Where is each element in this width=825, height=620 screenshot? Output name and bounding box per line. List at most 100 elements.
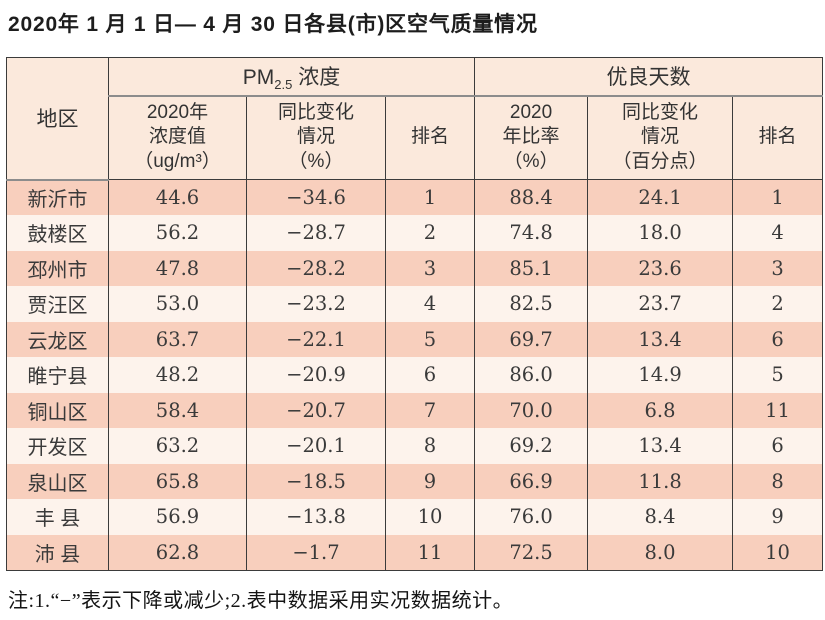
value-cell: 76.0 — [474, 499, 589, 535]
value-cell: 74.8 — [474, 215, 589, 251]
air-quality-table: 地区 PM2.5 浓度 优良天数 2020年 浓度值 （ug/m³） 同比变化 … — [6, 57, 824, 571]
value-cell: 4 — [732, 215, 824, 251]
pm25-label-subscript: 2.5 — [274, 76, 293, 92]
value-cell: −28.7 — [246, 215, 386, 251]
value-cell: 8 — [732, 463, 824, 499]
value-cell: −20.7 — [246, 392, 386, 428]
col-header-pm25-rank: 排名 — [384, 95, 476, 180]
pm25-label-suffix: 浓度 — [292, 65, 341, 89]
value-cell: 53.0 — [108, 286, 247, 322]
col-header-pm25-value: 2020年 浓度值 （ug/m³） — [108, 95, 247, 180]
good-days-group-header: 优良天数 — [474, 57, 824, 97]
value-cell: −18.5 — [246, 463, 386, 499]
value-cell: 8.0 — [587, 534, 734, 570]
value-cell: 63.7 — [108, 321, 247, 357]
table-row: 睢宁县 48.2 −20.9 6 86.0 14.9 5 — [6, 357, 824, 393]
value-cell: 11.8 — [587, 463, 734, 499]
value-cell: 85.1 — [474, 250, 589, 286]
region-cell: 邳州市 — [6, 250, 109, 286]
value-cell: 56.9 — [108, 499, 247, 535]
value-cell: −13.8 — [246, 499, 386, 535]
table-row: 开发区 63.2 −20.1 8 69.2 13.4 6 — [6, 428, 824, 464]
table-row: 铜山区 58.4 −20.7 7 70.0 6.8 11 — [6, 392, 824, 428]
value-cell: 10 — [384, 499, 476, 535]
value-cell: 2 — [384, 215, 476, 251]
value-cell: −20.1 — [246, 428, 386, 464]
region-cell: 开发区 — [6, 428, 109, 464]
table-row: 丰 县 56.9 −13.8 10 76.0 8.4 9 — [6, 499, 824, 535]
value-cell: 13.4 — [587, 428, 734, 464]
value-cell: 23.6 — [587, 250, 734, 286]
col-header-pm25-change: 同比变化 情况 （%） — [246, 95, 386, 180]
value-cell: −34.6 — [246, 179, 386, 215]
value-cell: 11 — [384, 534, 476, 570]
value-cell: 7 — [384, 392, 476, 428]
region-cell: 铜山区 — [6, 392, 109, 428]
value-cell: 72.5 — [474, 534, 589, 570]
value-cell: −20.9 — [246, 357, 386, 393]
region-cell: 泉山区 — [6, 463, 109, 499]
col-header-gooddays-rate: 2020 年比率 （%） — [474, 95, 589, 180]
table-header: 地区 PM2.5 浓度 优良天数 2020年 浓度值 （ug/m³） 同比变化 … — [6, 57, 824, 181]
region-column-header: 地区 — [6, 57, 109, 181]
value-cell: 2 — [732, 286, 824, 322]
value-cell: 69.2 — [474, 428, 589, 464]
value-cell: 10 — [732, 534, 824, 570]
table-row: 贾汪区 53.0 −23.2 4 82.5 23.7 2 — [6, 286, 824, 322]
table-row: 邳州市 47.8 −28.2 3 85.1 23.6 3 — [6, 250, 824, 286]
value-cell: 4 — [384, 286, 476, 322]
value-cell: 88.4 — [474, 179, 589, 215]
value-cell: 63.2 — [108, 428, 247, 464]
value-cell: 69.7 — [474, 321, 589, 357]
value-cell: 44.6 — [108, 179, 247, 215]
col-header-gooddays-change: 同比变化 情况 （百分点） — [587, 95, 734, 180]
value-cell: 9 — [732, 499, 824, 535]
value-cell: 6 — [732, 321, 824, 357]
page-title: 2020年 1 月 1 日— 4 月 30 日各县(市)区空气质量情况 — [8, 13, 538, 36]
region-cell: 沛 县 — [6, 534, 109, 570]
value-cell: −1.7 — [246, 534, 386, 570]
value-cell: −23.2 — [246, 286, 386, 322]
region-cell: 新沂市 — [6, 179, 109, 215]
pm25-label-prefix: PM — [242, 65, 275, 89]
value-cell: −22.1 — [246, 321, 386, 357]
value-cell: 70.0 — [474, 392, 589, 428]
value-cell: 14.9 — [587, 357, 734, 393]
value-cell: −28.2 — [246, 250, 386, 286]
table-row: 云龙区 63.7 −22.1 5 69.7 13.4 6 — [6, 321, 824, 357]
region-cell: 云龙区 — [6, 321, 109, 357]
value-cell: 58.4 — [108, 392, 247, 428]
value-cell: 8.4 — [587, 499, 734, 535]
col-header-gooddays-rank: 排名 — [732, 95, 824, 180]
value-cell: 47.8 — [108, 250, 247, 286]
value-cell: 3 — [384, 250, 476, 286]
value-cell: 9 — [384, 463, 476, 499]
value-cell: 13.4 — [587, 321, 734, 357]
value-cell: 5 — [384, 321, 476, 357]
value-cell: 3 — [732, 250, 824, 286]
value-cell: 1 — [384, 179, 476, 215]
value-cell: 6.8 — [587, 392, 734, 428]
region-cell: 丰 县 — [6, 499, 109, 535]
footnote: 注:1.“−”表示下降或减少;2.表中数据采用实况数据统计。 — [8, 590, 514, 612]
table-row: 泉山区 65.8 −18.5 9 66.9 11.8 8 — [6, 463, 824, 499]
value-cell: 24.1 — [587, 179, 734, 215]
table-row: 新沂市 44.6 −34.6 1 88.4 24.1 1 — [6, 179, 824, 215]
value-cell: 18.0 — [587, 215, 734, 251]
region-cell: 睢宁县 — [6, 357, 109, 393]
pm25-group-header: PM2.5 浓度 — [107, 57, 476, 97]
value-cell: 23.7 — [587, 286, 734, 322]
value-cell: 11 — [732, 392, 824, 428]
region-cell: 鼓楼区 — [6, 215, 109, 251]
table-row: 沛 县 62.8 −1.7 11 72.5 8.0 10 — [6, 534, 824, 570]
value-cell: 6 — [384, 357, 476, 393]
value-cell: 48.2 — [108, 357, 247, 393]
table-body: 新沂市 44.6 −34.6 1 88.4 24.1 1 鼓楼区 56.2 −28.7 2 74.8 1… — [6, 179, 824, 570]
value-cell: 5 — [732, 357, 824, 393]
value-cell: 62.8 — [108, 534, 247, 570]
value-cell: 82.5 — [474, 286, 589, 322]
value-cell: 86.0 — [474, 357, 589, 393]
value-cell: 65.8 — [108, 463, 247, 499]
value-cell: 1 — [732, 179, 824, 215]
